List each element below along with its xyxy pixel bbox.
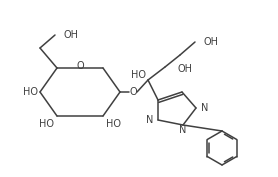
Text: OH: OH: [63, 30, 78, 40]
Text: N: N: [201, 103, 208, 113]
Text: HO: HO: [39, 119, 54, 129]
Text: HO: HO: [131, 70, 146, 80]
Text: HO: HO: [23, 87, 38, 97]
Text: N: N: [179, 125, 187, 135]
Text: OH: OH: [177, 64, 192, 74]
Text: O: O: [129, 87, 137, 97]
Text: N: N: [146, 115, 153, 125]
Text: OH: OH: [203, 37, 218, 47]
Text: O: O: [76, 61, 84, 71]
Text: HO: HO: [106, 119, 121, 129]
